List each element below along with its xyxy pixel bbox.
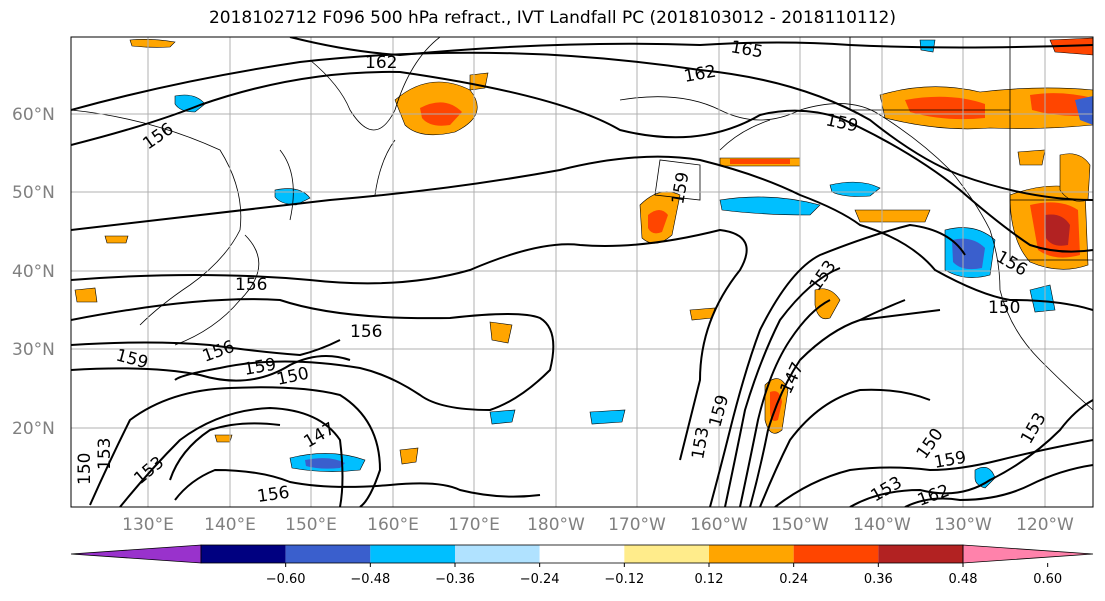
colorbar-tick-label: 0.48 bbox=[949, 572, 978, 587]
lon-label: 160°E bbox=[367, 515, 419, 535]
colorbar: −0.60 −0.48 −0.36 −0.24 −0.12 0.12 0.24 0.36 0.4… bbox=[70, 544, 1094, 587]
map-title: 2018102712 F096 500 hPa refract., IVT La… bbox=[208, 8, 896, 28]
lat-label: 60°N bbox=[12, 105, 55, 125]
colorbar-tick-label: −0.36 bbox=[435, 572, 475, 587]
colorbar-segment bbox=[878, 545, 963, 563]
map-frame bbox=[70, 36, 1094, 508]
coastlines bbox=[71, 37, 1093, 411]
gridlines bbox=[71, 37, 1093, 507]
colorbar-tick-label: −0.24 bbox=[520, 572, 560, 587]
colorbar-tick-label: −0.12 bbox=[604, 572, 644, 587]
lon-label: 140°W bbox=[853, 515, 911, 535]
lon-label: 130°W bbox=[934, 515, 992, 535]
colorbar-extend-high bbox=[962, 544, 1094, 564]
colorbar-tick-label: −0.48 bbox=[350, 572, 390, 587]
colorbar-tick-label: 0.12 bbox=[695, 572, 724, 587]
longitude-labels: 130°E 140°E 150°E 160°E 170°E 180°W 170°… bbox=[122, 515, 1074, 535]
lon-label: 160°W bbox=[690, 515, 748, 535]
lon-label: 150°W bbox=[771, 515, 829, 535]
colorbar-tick-label: 0.36 bbox=[864, 572, 893, 587]
colorbar-segment bbox=[539, 545, 625, 563]
colorbar-tick-label: 0.24 bbox=[779, 572, 808, 587]
colorbar-extend-low bbox=[70, 544, 202, 564]
latitude-labels: 60°N 50°N 40°N 30°N 20°N bbox=[12, 105, 55, 439]
contour-label: 150 bbox=[75, 453, 95, 485]
contour-label: 153 bbox=[95, 438, 115, 470]
colorbar-segment bbox=[624, 545, 709, 563]
contour-label: 156 bbox=[256, 483, 291, 507]
lon-label: 120°W bbox=[1016, 515, 1074, 535]
lat-label: 30°N bbox=[12, 340, 55, 360]
lon-label: 170°W bbox=[608, 515, 666, 535]
colorbar-segment bbox=[455, 545, 540, 563]
lon-label: 130°E bbox=[122, 515, 174, 535]
contour-label: 150 bbox=[988, 298, 1020, 318]
colorbar-segment bbox=[285, 545, 371, 563]
refractivity-contours bbox=[71, 37, 1093, 507]
lon-label: 140°E bbox=[204, 515, 256, 535]
colorbar-segment bbox=[709, 545, 794, 563]
lat-label: 40°N bbox=[12, 262, 55, 282]
contour-label: 156 bbox=[350, 322, 382, 342]
contour-label: 162 bbox=[365, 53, 397, 73]
contour-label: 156 bbox=[235, 275, 267, 295]
lon-label: 180°W bbox=[527, 515, 585, 535]
lat-label: 20°N bbox=[12, 419, 55, 439]
colorbar-tick-label: 0.60 bbox=[1033, 572, 1062, 587]
colorbar-segment bbox=[793, 545, 879, 563]
colorbar-outline bbox=[200, 544, 964, 564]
lat-label: 50°N bbox=[12, 183, 55, 203]
colorbar-segment bbox=[370, 545, 455, 563]
lon-label: 150°E bbox=[285, 515, 337, 535]
colorbar-tick-label: −0.60 bbox=[266, 572, 306, 587]
colorbar-segment bbox=[201, 545, 286, 563]
lon-label: 170°E bbox=[448, 515, 500, 535]
